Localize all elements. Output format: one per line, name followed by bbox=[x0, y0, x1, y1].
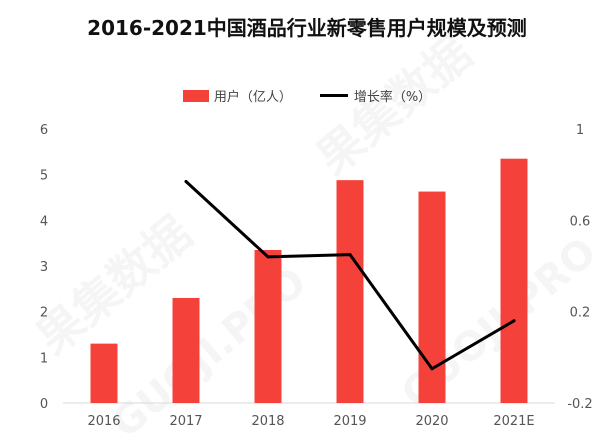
y-left-tick-label: 5 bbox=[40, 169, 48, 184]
legend-item-line: 增长率（%） bbox=[319, 86, 432, 105]
y-right-tick-label: 0.6 bbox=[570, 214, 591, 229]
growth-point-2019 bbox=[348, 253, 352, 257]
x-tick-label: 2016 bbox=[87, 414, 120, 429]
growth-point-2018 bbox=[266, 255, 270, 259]
growth-point-2021E bbox=[512, 319, 516, 323]
bar-2020 bbox=[418, 191, 446, 403]
legend-swatch-bar bbox=[182, 89, 209, 102]
y-left-tick-label: 0 bbox=[40, 397, 48, 412]
y-left-tick-label: 4 bbox=[40, 214, 48, 229]
x-tick-label: 2017 bbox=[169, 414, 202, 429]
legend-label-line: 增长率（%） bbox=[353, 90, 432, 105]
x-tick-label: 2020 bbox=[415, 414, 448, 429]
chart-title: 2016-2021中国酒品行业新零售用户规模及预测 bbox=[87, 16, 527, 40]
bar-2019 bbox=[336, 180, 364, 403]
growth-point-2020 bbox=[430, 367, 434, 371]
y-left-tick-label: 1 bbox=[40, 351, 48, 366]
x-tick-label: 2021E bbox=[493, 414, 534, 429]
legend-item-bar: 用户（亿人） bbox=[182, 86, 292, 105]
legend-label-bar: 用户（亿人） bbox=[213, 90, 292, 105]
chart-legend: 用户（亿人） 增长率（%） bbox=[0, 86, 614, 105]
y-left-tick-label: 6 bbox=[40, 123, 48, 138]
x-tick-label: 2018 bbox=[251, 414, 284, 429]
bar-2016 bbox=[90, 343, 118, 403]
y-right-tick-label: 0.2 bbox=[570, 306, 591, 321]
y-left-tick-label: 3 bbox=[40, 260, 48, 275]
y-left-tick-label: 2 bbox=[40, 306, 48, 321]
x-tick-label: 2019 bbox=[333, 414, 366, 429]
bar-2021E bbox=[500, 158, 528, 403]
y-right-tick-label: -0.2 bbox=[567, 397, 592, 412]
bar-2017 bbox=[172, 297, 200, 403]
growth-point-2017 bbox=[184, 180, 188, 184]
bar-2018 bbox=[254, 250, 282, 403]
legend-swatch-line bbox=[319, 94, 348, 97]
y-right-tick-label: 1 bbox=[576, 123, 584, 138]
